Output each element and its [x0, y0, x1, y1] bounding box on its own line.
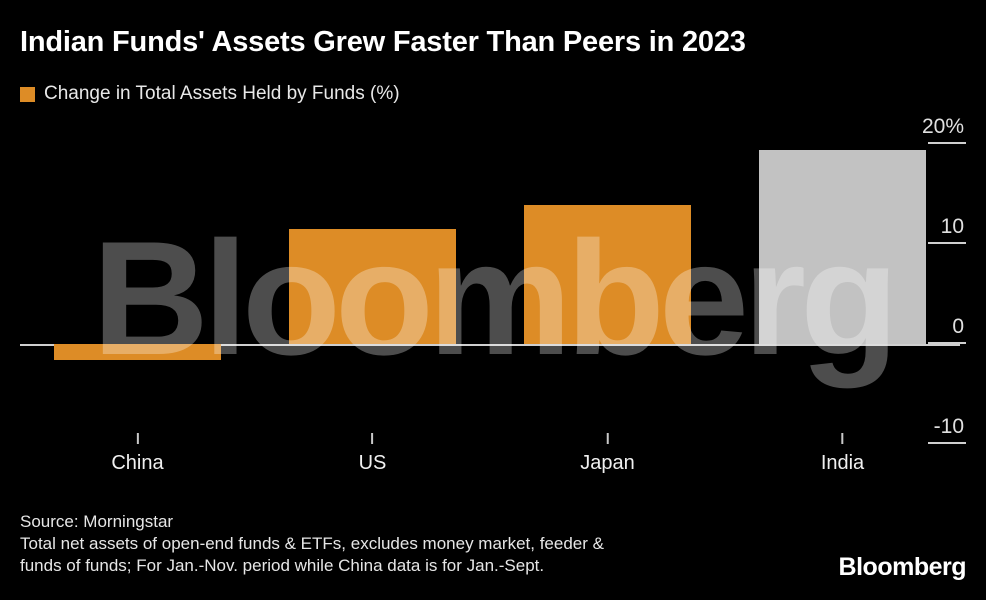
y-axis-tick-label: 10: [940, 215, 964, 238]
x-axis-tick-label: US: [358, 452, 387, 474]
legend-label: Change in Total Assets Held by Funds (%): [44, 83, 400, 104]
y-axis-tick: -10: [928, 416, 966, 444]
y-axis-tick-rule: [928, 242, 966, 244]
page-title: Indian Funds' Assets Grew Faster Than Pe…: [20, 26, 746, 58]
x-axis-tick-label: Japan: [580, 452, 635, 474]
footnotes: Source: Morningstar Total net assets of …: [20, 511, 604, 577]
x-axis-tick-japan: Japan: [580, 433, 635, 475]
y-axis-tick-rule: [928, 142, 966, 144]
x-axis-tick-mark: [841, 433, 844, 444]
x-axis-tick-label: India: [820, 452, 865, 474]
note-line-2: funds of funds; For Jan.-Nov. period whi…: [20, 556, 545, 576]
x-axis-tick-label: China: [111, 452, 164, 474]
x-axis-tick-india: India: [821, 433, 864, 475]
legend-swatch-icon: [20, 86, 35, 102]
y-axis-tick: 20%: [922, 116, 966, 144]
y-axis-tick-label: -10: [933, 415, 964, 438]
bloomberg-watermark: Bloomberg: [92, 208, 899, 389]
x-axis-tick-mark: [606, 433, 609, 444]
x-axis-tick-china: China: [111, 433, 164, 475]
x-axis-tick-mark: [136, 433, 139, 444]
y-axis-tick: 0: [928, 316, 966, 344]
chart-legend: Change in Total Assets Held by Funds (%): [20, 83, 400, 105]
y-axis-tick-rule: [928, 442, 966, 444]
y-axis-tick-label: 0: [952, 315, 964, 338]
note-line-1: Total net assets of open-end funds & ETF…: [20, 534, 604, 554]
y-axis-tick-label: 20%: [921, 115, 964, 138]
y-axis-tick: 10: [928, 216, 966, 244]
x-axis-tick-mark: [371, 433, 374, 444]
bloomberg-logo: Bloomberg: [838, 553, 967, 581]
source-line: Source: Morningstar: [20, 512, 174, 531]
y-axis-tick-rule: [928, 342, 966, 344]
x-axis-tick-us: US: [358, 433, 387, 475]
